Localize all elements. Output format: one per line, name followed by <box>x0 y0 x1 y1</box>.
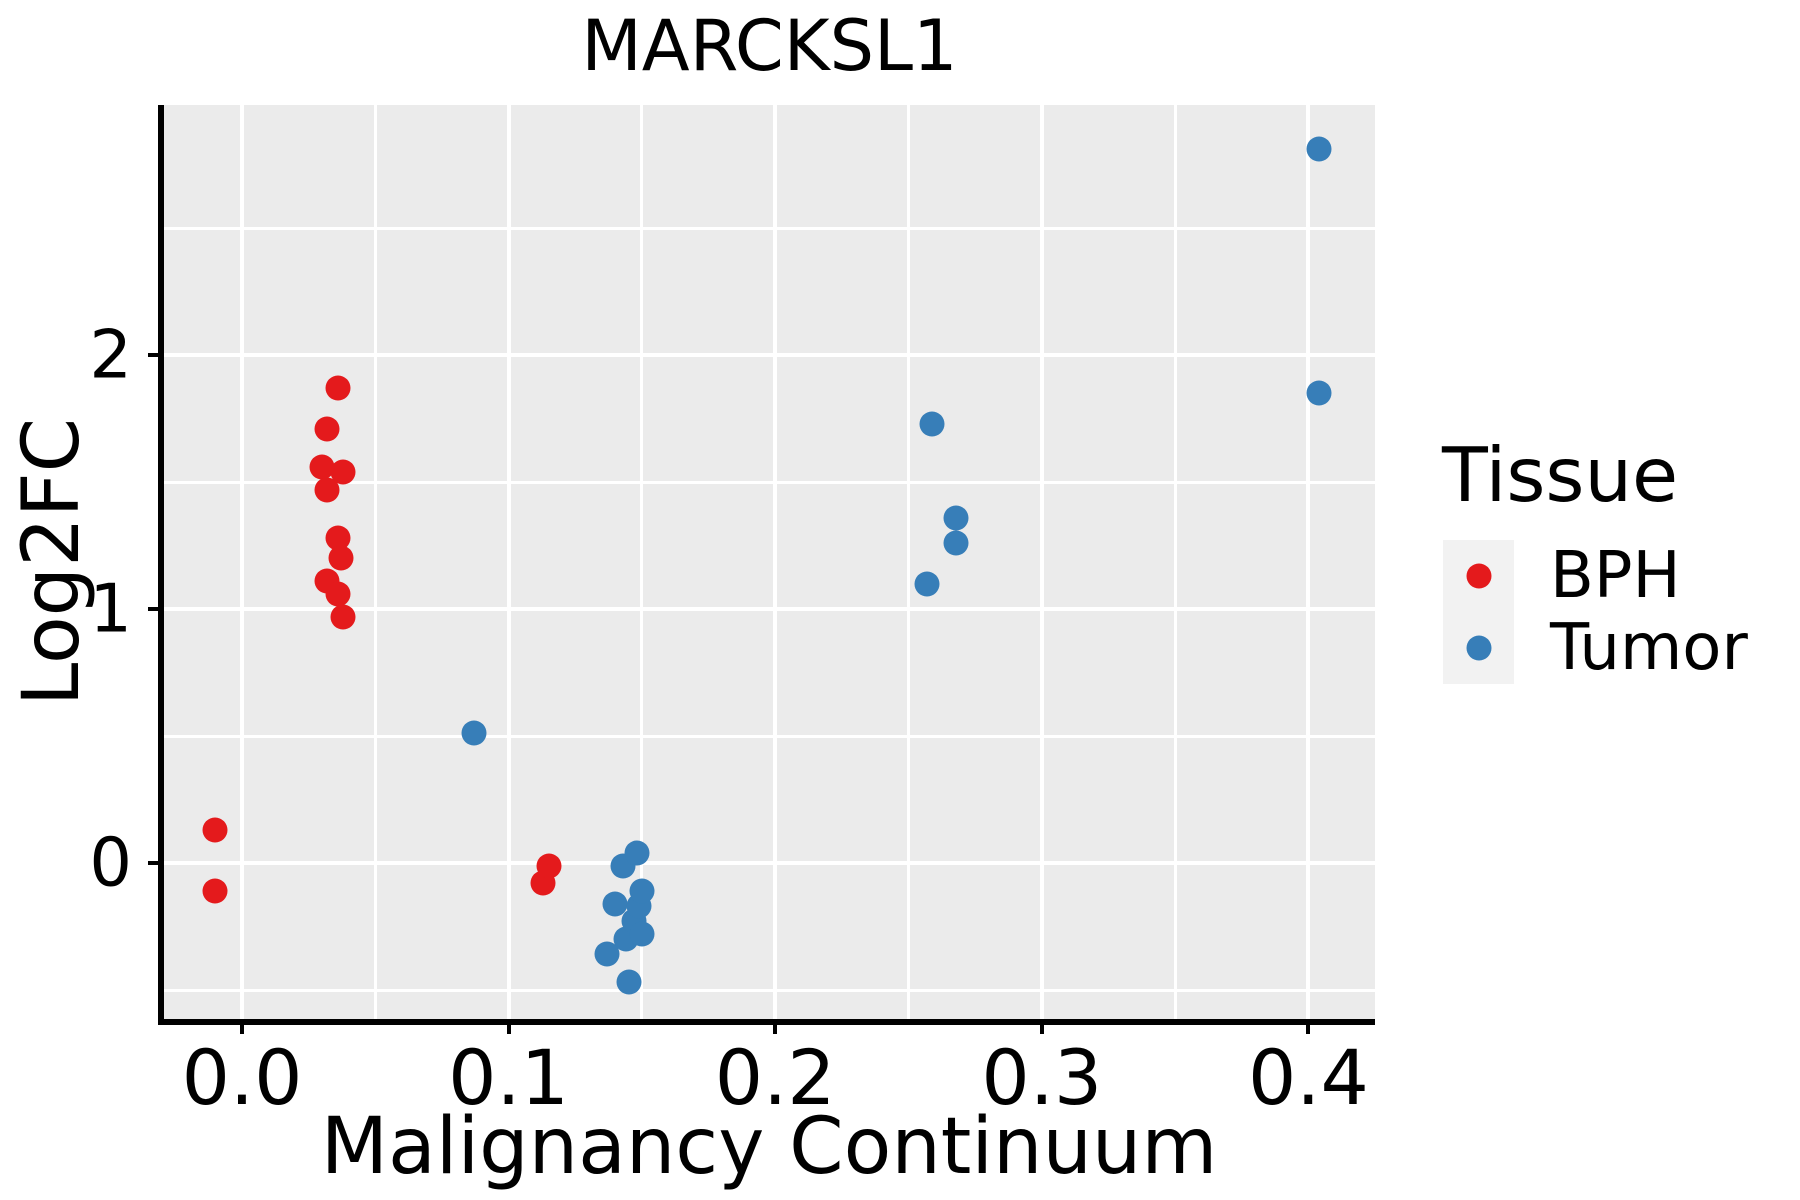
x-gridline-major <box>1039 105 1044 1019</box>
x-tick-label: 0.3 <box>981 1033 1103 1122</box>
data-point-tumor <box>629 878 655 904</box>
x-tick <box>506 1025 511 1034</box>
x-gridline-major <box>506 105 511 1019</box>
y-tick <box>148 861 158 865</box>
legend-label-tumor: Tumor <box>1550 611 1748 685</box>
x-gridline-minor <box>373 105 377 1019</box>
x-tick-label: 0.1 <box>448 1033 570 1122</box>
data-point-tumor <box>943 505 969 531</box>
y-gridline-major <box>164 353 1375 357</box>
data-point-tumor <box>919 411 945 437</box>
data-point-tumor <box>1306 380 1332 406</box>
x-tick <box>1039 1025 1044 1034</box>
legend-key-tumor <box>1443 612 1514 684</box>
y-tick <box>148 607 158 611</box>
x-gridline-major <box>773 105 778 1019</box>
y-gridline-minor <box>164 988 1375 992</box>
plot-panel <box>164 105 1375 1019</box>
y-axis-line <box>158 105 164 1025</box>
data-point-bph <box>330 459 356 485</box>
data-point-tumor <box>624 840 650 866</box>
data-point-tumor <box>1306 136 1332 162</box>
legend-dot-bph <box>1466 563 1491 589</box>
x-tick-label: 0.0 <box>181 1033 303 1122</box>
data-point-bph <box>202 878 228 904</box>
y-gridline-minor <box>164 480 1375 484</box>
data-point-bph <box>309 454 335 480</box>
legend-dot-tumor <box>1466 635 1491 661</box>
y-axis-title: Log2FC <box>7 417 97 707</box>
x-tick <box>1306 1025 1311 1034</box>
x-gridline-minor <box>640 105 644 1019</box>
y-gridline-minor <box>164 734 1375 738</box>
y-tick-label: 2 <box>89 315 132 394</box>
legend-key-bph <box>1443 540 1514 612</box>
data-point-tumor <box>602 891 628 917</box>
data-point-tumor <box>629 921 655 947</box>
data-point-tumor <box>461 720 487 746</box>
x-gridline-major <box>1306 105 1311 1019</box>
x-gridline-minor <box>1173 105 1177 1019</box>
data-point-bph <box>330 604 356 630</box>
y-gridline-minor <box>164 226 1375 230</box>
x-axis-title: Malignancy Continuum <box>320 1102 1218 1192</box>
x-tick-label: 0.2 <box>714 1033 836 1122</box>
y-gridline-major <box>164 861 1375 865</box>
data-point-bph <box>325 581 351 607</box>
y-tick-label: 0 <box>89 823 132 902</box>
x-gridline-major <box>240 105 244 1019</box>
y-gridline-major <box>164 607 1375 611</box>
y-tick-label: 1 <box>89 569 132 648</box>
legend-label-bph: BPH <box>1550 539 1681 613</box>
y-tick <box>148 353 158 357</box>
data-point-tumor <box>943 530 969 556</box>
data-point-bph <box>328 545 354 571</box>
x-tick <box>773 1025 778 1034</box>
data-point-tumor <box>914 571 940 597</box>
data-point-bph <box>536 853 562 879</box>
data-point-bph <box>325 375 351 401</box>
x-gridline-minor <box>907 105 910 1019</box>
x-tick-label: 0.4 <box>1247 1033 1369 1122</box>
data-point-bph <box>202 817 228 843</box>
data-point-tumor <box>616 969 642 995</box>
x-axis-line <box>158 1019 1375 1025</box>
plot-title: MARCKSL1 <box>581 5 958 87</box>
legend-title: Tissue <box>1442 431 1679 519</box>
data-point-bph <box>314 416 340 442</box>
x-tick <box>240 1025 244 1034</box>
